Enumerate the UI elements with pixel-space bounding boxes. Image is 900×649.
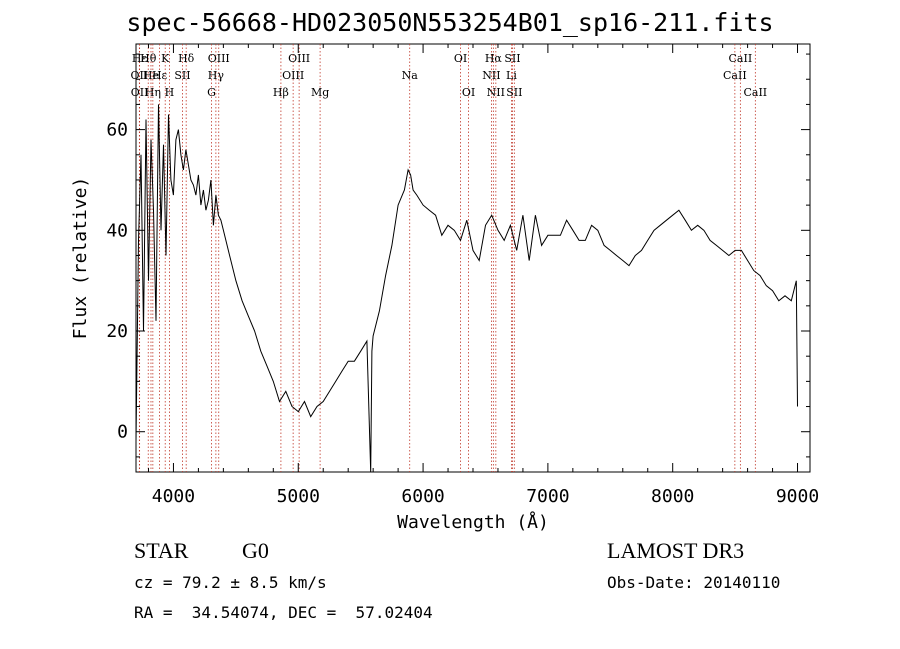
line-marker-label: OII [131,69,149,82]
line-marker-label: SII [504,52,520,65]
y-tick-label: 40 [106,220,128,241]
x-tick-label: 9000 [776,486,819,507]
line-marker-label: Hα [485,52,503,65]
line-marker-label: Hθ [140,52,157,65]
emission-line-markers [138,44,756,472]
line-marker-label: Hε [152,69,168,82]
line-marker-label: NII [487,86,505,99]
x-tick-label: 8000 [651,486,694,507]
line-marker-label: Mg [311,86,329,99]
line-marker-label: NII [482,69,500,82]
redshift-velocity: cz = 79.2 ± 8.5 km/s [134,573,327,592]
y-axis-ticks: 0 20 40 60 [106,53,810,458]
line-marker-label: G [207,86,216,99]
y-tick-label: 60 [106,120,128,141]
plot-frame [135,43,811,473]
line-marker-label: Hβ [273,86,289,99]
line-marker-label: CaII [743,86,767,99]
line-marker-label: He [143,69,159,82]
x-tick-label: 6000 [401,486,444,507]
line-marker-label: OII [131,86,149,99]
line-marker-label: CaII [729,52,753,65]
y-tick-label: 20 [106,321,128,342]
line-marker-label: SII [174,69,190,82]
y-axis-label: Flux (relative) [70,177,91,340]
x-tick-label: 5000 [277,486,320,507]
x-axis-label: Wavelength (Å) [397,511,549,533]
line-marker-label: OI [454,52,467,65]
line-marker-label: OIII [208,52,230,65]
line-marker-label: Na [402,69,419,82]
x-axis-ticks: 4000 5000 6000 7000 8000 9000 [147,44,819,507]
line-marker-label: Li [506,69,517,82]
x-tick-label: 7000 [526,486,569,507]
line-marker-label: OI [462,86,475,99]
line-marker-label: Hη [145,86,161,99]
line-marker-label: SII [506,86,522,99]
survey-name: LAMOST DR3 [607,538,745,563]
x-tick-label: 4000 [152,486,195,507]
line-marker-label: K [161,52,170,65]
line-marker-label: CaII [723,69,747,82]
flux-series-line [135,104,798,473]
line-marker-label: Hδ [178,52,195,65]
object-class: STAR [134,538,189,563]
line-marker-label: Hγ [208,69,225,82]
line-marker-label: OIII [288,52,310,65]
chart-title: spec-56668-HD023050N553254B01_sp16-211.f… [126,8,774,37]
spectral-subclass: G0 [242,538,269,563]
line-marker-label: H [165,86,175,99]
observation-date: Obs-Date: 20140110 [607,573,781,592]
line-marker-label: OIII [282,69,304,82]
sky-coordinates: RA = 34.54074, DEC = 57.02404 [134,603,433,622]
y-tick-label: 0 [117,422,128,443]
emission-line-labels: HεOIIOIIHθHeHηKHεHHδSIIOIIIHγGOIIIOIIIHβ… [131,52,768,99]
line-marker-label: Hε [132,52,148,65]
